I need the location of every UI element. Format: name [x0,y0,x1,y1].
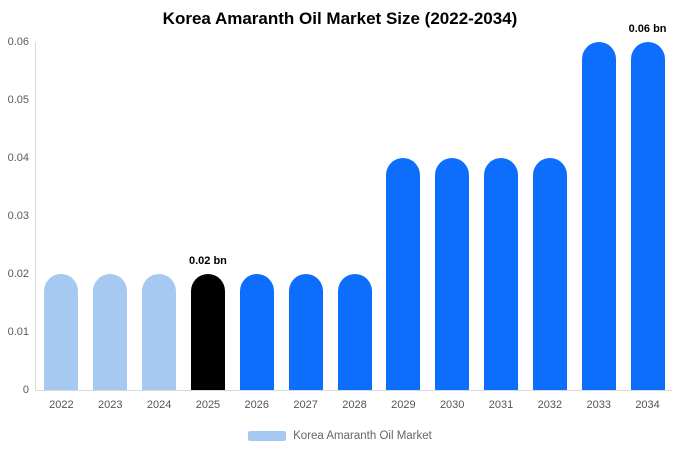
x-tick-label-2024: 2024 [146,399,172,411]
bar-2025 [190,274,225,390]
y-tick-label-0.01: 0.01 [7,326,29,338]
bar-value-label-2025: 0.02 bn [189,255,227,267]
bar-2033 [581,42,616,390]
y-tick-label-0.04: 0.04 [7,152,29,164]
x-tick-label-2025: 2025 [195,399,221,411]
bar-2026 [239,274,274,390]
x-tick-label-2030: 2030 [439,399,465,411]
bar-2028 [337,274,372,390]
bar-2024 [142,274,177,390]
bar-value-label-2034: 0.06 bn [628,23,667,35]
legend: Korea Amaranth Oil Market [0,428,680,444]
y-tick-label-0: 0 [22,384,29,396]
y-tick-label-0.05: 0.05 [7,94,29,106]
x-tick-label-2032: 2032 [537,399,563,411]
x-tick-label-2026: 2026 [244,399,270,411]
bar-2027 [288,274,323,390]
y-tick-label-0.02: 0.02 [7,268,29,280]
bar-2023 [93,274,128,390]
x-tick-label-2022: 2022 [49,399,74,411]
y-tick-label-0.03: 0.03 [7,210,29,222]
x-tick-label-2034: 2034 [635,399,660,411]
x-axis-line [35,390,672,391]
y-axis-line [35,42,36,391]
x-tick-label-2031: 2031 [488,399,514,411]
bar-2029 [386,158,421,390]
bar-2032 [532,158,567,390]
legend-swatch-icon [248,431,287,441]
bar-2022 [44,274,79,390]
x-tick-label-2028: 2028 [342,399,367,411]
x-tick-label-2033: 2033 [586,399,611,411]
y-tick-label-0.06: 0.06 [7,36,29,48]
chart-title: Korea Amaranth Oil Market Size (2022-203… [162,9,518,28]
legend-label: Korea Amaranth Oil Market [293,430,432,442]
x-tick-label-2027: 2027 [293,399,318,411]
x-tick-label-2029: 2029 [391,399,416,411]
x-tick-label-2023: 2023 [98,399,123,411]
bar-2031 [484,158,519,390]
bar-2030 [435,158,470,390]
bar-2034 [630,42,665,390]
